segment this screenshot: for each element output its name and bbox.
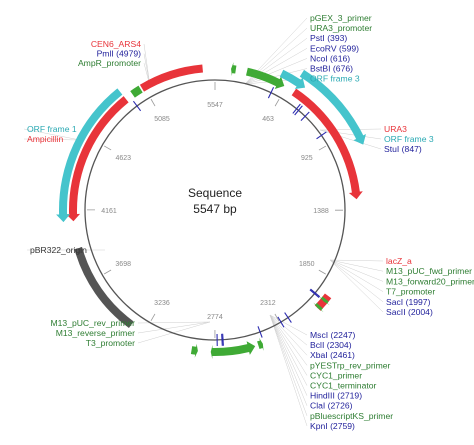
leader-line [270,315,307,375]
label-m13-forward20-primer: M13_forward20_primer [386,276,474,286]
leader-line [138,322,210,333]
tick-mark [151,99,155,106]
site-psti [268,87,273,98]
tick-label: 4623 [115,155,131,162]
tick-label: 2312 [260,300,276,307]
tick-label: 3698 [115,261,131,268]
tick-label: 2774 [207,314,223,321]
label-cyc1-primer: CYC1_primer [310,370,362,380]
tick-label: 1850 [299,261,315,268]
site-sacii [310,290,319,298]
label-xbai-2461: XbaI (2461) [310,350,355,360]
label-ura3: URA3 [384,124,407,134]
leader-line [330,260,383,302]
label-ecorv-599: EcoRV (599) [310,43,359,53]
label-bcli-2304: BclI (2304) [310,340,352,350]
label-pbr322-origin: pBR322_origin [30,245,87,255]
label-psti-393: PstI (393) [310,33,347,43]
label-orf-frame-1: ORF frame 1 [27,124,77,134]
tick-mark [319,270,326,274]
site-msci [285,313,292,323]
tick-mark [319,146,326,150]
leader-line [330,260,383,281]
tick-label: 463 [262,116,274,123]
label-kpni-2759: KpnI (2759) [310,421,355,431]
feature-m13-puc-rev-primer [191,344,198,358]
label-pbluescriptks-primer: pBluescriptKS_primer [310,411,393,421]
leader-line [330,260,383,292]
leader-line [270,315,307,365]
label-msci-2247: MscI (2247) [310,330,356,340]
feature-pyestrp-rev-primer [257,338,263,351]
label-m13-puc-rev-primer: M13_pUC_rev_primer [50,318,135,328]
site-pmli [133,101,140,111]
label-cen6-ars4: CEN6_ARS4 [91,39,141,49]
feature-ampr-promoter [130,86,142,98]
tick-label: 5547 [207,102,223,109]
leader-line [138,322,210,343]
leader-line [270,315,307,396]
plasmid-length: 5547 bp [193,202,237,216]
tick-label: 5085 [154,116,170,123]
label-ncoi-616: NcoI (616) [310,53,350,63]
tick-mark [104,270,111,274]
feature-pgex-3-primer [231,62,236,76]
label-m13-puc-fwd-primer: M13_pUC_fwd_primer [386,266,472,276]
restriction-sites [133,87,326,346]
feature-pbluescriptks-primer [211,345,216,359]
label-t7-promoter: T7_promoter [386,287,435,297]
label-ampr-promoter: AmpR_promoter [78,58,141,68]
feature-pbr322-origin [74,247,133,328]
label-t3-promoter: T3_promoter [86,338,135,348]
label-pyestrp-rev-primer: pYESTrp_rev_primer [310,360,391,370]
site-clai [222,334,223,346]
label-ura3-promoter: URA3_promoter [310,23,372,33]
label-hindiii-2719: HindIII (2719) [310,391,362,401]
tick-label: 3236 [154,300,170,307]
tick-mark [275,99,279,106]
leader-line [144,44,150,86]
leader-line [320,130,381,149]
leader-line [330,260,383,261]
label-orf-frame-3: ORF frame 3 [310,74,360,84]
leader-line [270,315,307,406]
label-lacz-a: lacZ_a [386,256,412,266]
label-orf-frame-3: ORF frame 3 [384,134,434,144]
label-pgex-3-primer: pGEX_3_primer [310,13,372,23]
leader-line [330,260,383,271]
tick-mark [104,146,111,150]
site-saci [311,289,320,297]
leader-line [330,260,383,312]
tick-mark [151,314,155,321]
tick-label: 4161 [101,208,117,215]
plasmid-name: Sequence [188,186,242,200]
leader-line [270,315,307,355]
label-pmli-4979: PmlI (4979) [97,49,142,59]
label-ampicillin: Ampicillin [27,134,64,144]
label-cyc1-terminator: CYC1_terminator [310,381,377,391]
label-saci-1997: SacI (1997) [386,297,431,307]
label-clai-2726: ClaI (2726) [310,401,353,411]
label-sacii-2004: SacII (2004) [386,307,433,317]
site-stui [317,132,327,139]
leader-line [270,315,307,426]
tick-label: 925 [301,155,313,162]
label-stui-847: StuI (847) [384,144,422,154]
label-bstbi-676: BstBI (676) [310,64,353,74]
feature-cyc1-terminator [214,341,255,356]
tick-label: 1388 [313,208,329,215]
label-m13-reverse-primer: M13_reverse_primer [56,328,135,338]
